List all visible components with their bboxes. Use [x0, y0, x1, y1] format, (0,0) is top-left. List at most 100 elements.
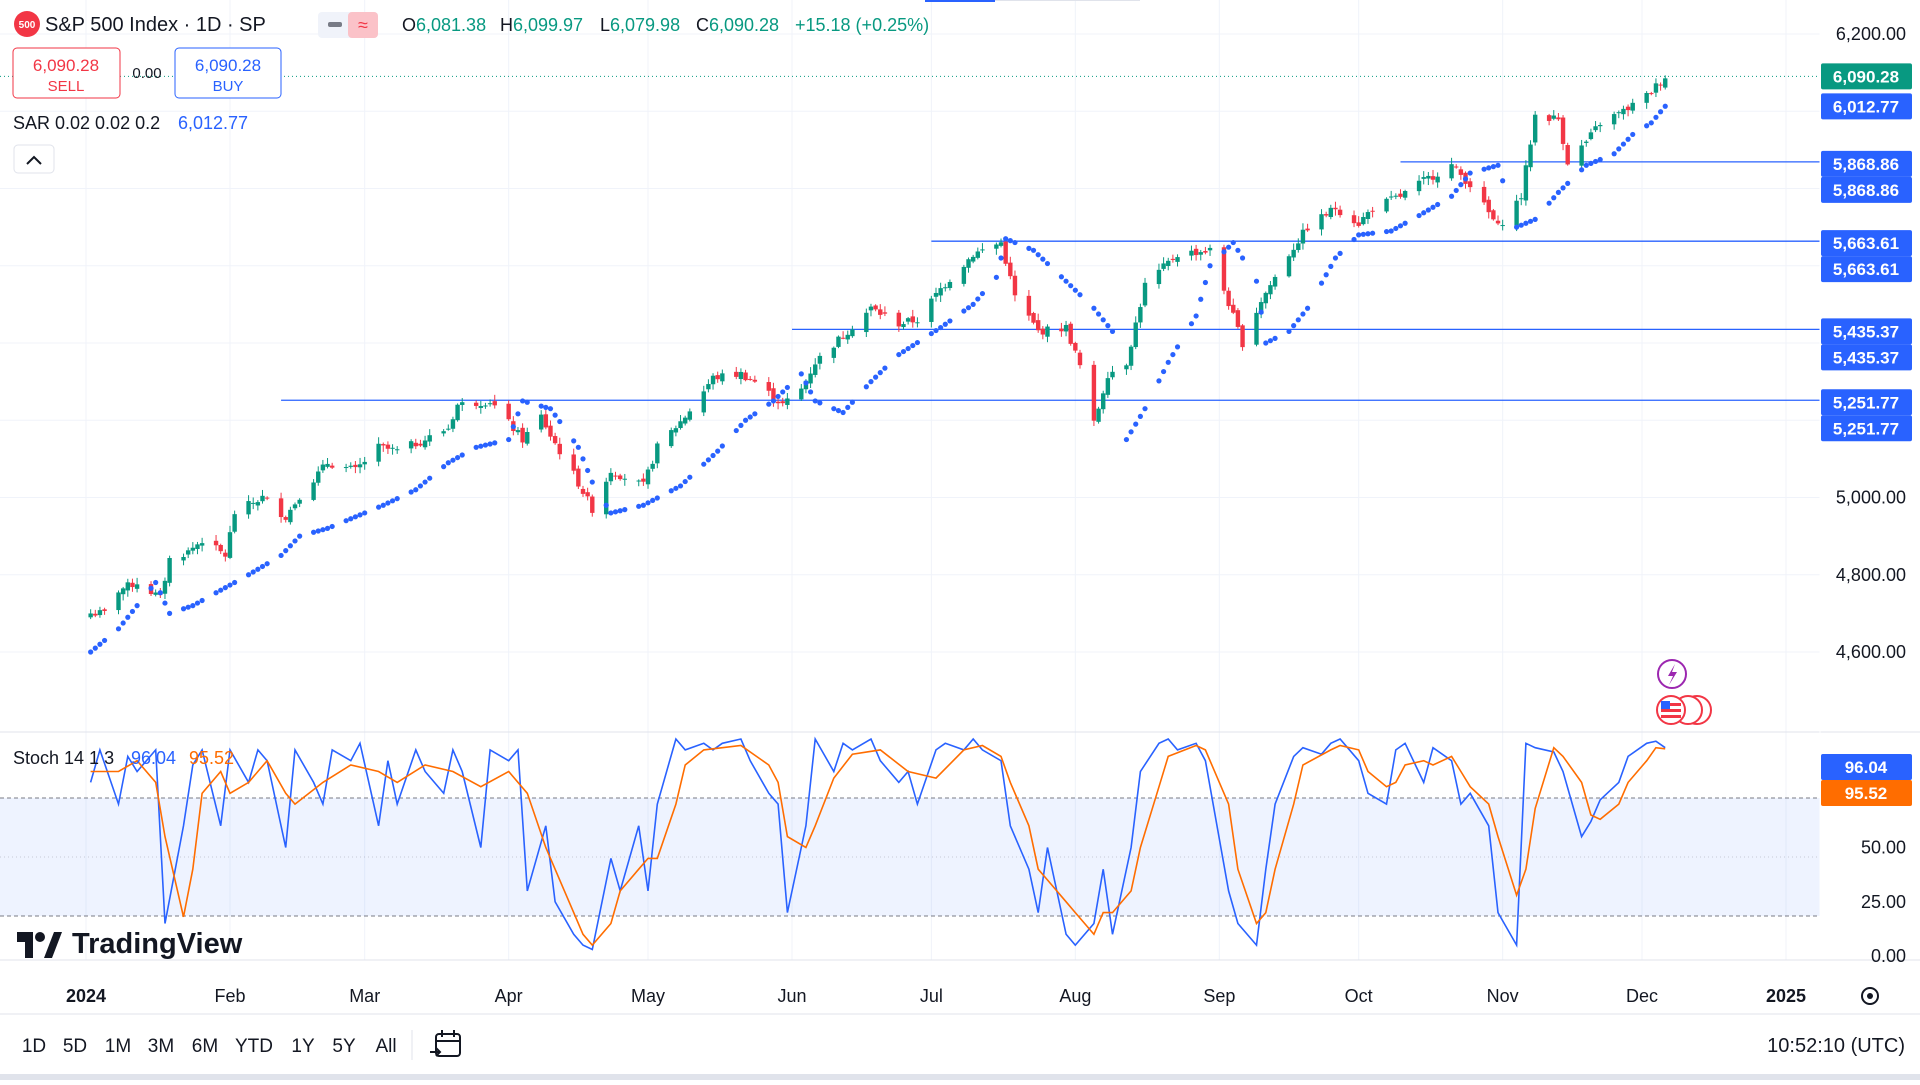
candle — [1621, 105, 1626, 120]
candle — [1500, 219, 1505, 231]
tradingview-logo[interactable]: TradingView — [17, 928, 243, 960]
candle — [316, 466, 321, 486]
timeframe-button[interactable]: 5D — [63, 1036, 87, 1057]
sar-dot — [385, 500, 391, 506]
sar-dot — [199, 597, 205, 604]
level-lines[interactable] — [281, 161, 1820, 401]
sar-dot — [259, 563, 266, 570]
svg-text:O6,081.38: O6,081.38 — [402, 15, 486, 35]
price-axis[interactable]: 6,200.00 5,000.00 4,800.00 4,600.00 — [1836, 24, 1906, 662]
sar-dot — [1165, 359, 1171, 365]
sar-dot — [1365, 231, 1371, 237]
sar-dot — [1616, 146, 1622, 152]
level-price-tag: 5,435.37 — [1821, 344, 1912, 371]
candle — [1073, 341, 1078, 353]
timeframe-button[interactable]: 5Y — [332, 1036, 356, 1057]
sar-dot — [1072, 287, 1078, 293]
sar-dot — [232, 579, 238, 586]
candle — [422, 435, 428, 450]
sar-dot — [1142, 406, 1148, 412]
date-range-button[interactable] — [430, 1030, 461, 1057]
timeframe-button[interactable]: 3M — [148, 1036, 174, 1057]
sar-dot — [153, 579, 159, 586]
candle — [706, 379, 711, 393]
timeframe-bar[interactable]: 1D 5D 1M 3M 6M YTD 1Y 5Y All — [22, 1036, 397, 1057]
sar-dot — [910, 342, 916, 349]
sar-dot — [1495, 162, 1501, 168]
sar-dot — [1430, 204, 1436, 210]
candle — [1495, 215, 1501, 226]
sar-dot — [1458, 182, 1464, 188]
candles[interactable] — [88, 75, 1668, 620]
top-scrollbar[interactable] — [925, 0, 995, 2]
timeframe-button[interactable]: 6M — [192, 1036, 218, 1057]
symbol-header[interactable]: 500 S&P 500 Index · 1D · SP — [14, 11, 266, 37]
sar-dot — [905, 345, 911, 352]
candle — [460, 398, 465, 411]
sar-dot — [148, 585, 154, 591]
sar-dot — [157, 590, 163, 596]
price-tick-label: 4,800.00 — [1836, 565, 1906, 585]
sar-dot — [668, 488, 674, 494]
candle — [915, 317, 920, 328]
time-tick-label: May — [631, 986, 665, 1006]
candle — [376, 437, 381, 467]
clock-readout[interactable]: 10:52:10 (UTC) — [1767, 1035, 1905, 1057]
sar-dot — [482, 442, 489, 448]
event-icons[interactable] — [1656, 659, 1712, 725]
buy-button[interactable]: 6,090.28 BUY — [174, 47, 282, 99]
sar-dot — [1263, 340, 1269, 346]
timeframe-button[interactable]: 1Y — [291, 1036, 315, 1057]
candle — [1040, 326, 1046, 340]
candle — [966, 257, 971, 273]
candle — [325, 458, 330, 469]
level-price-tag: 5,868.86 — [1821, 176, 1912, 203]
sar-dot — [1644, 123, 1650, 129]
sell-button[interactable]: 6,090.28 SELL — [12, 47, 121, 99]
axis-settings-button[interactable] — [1861, 987, 1879, 1005]
candle — [1491, 208, 1496, 221]
candle — [1454, 164, 1459, 169]
sar-dot — [603, 502, 609, 508]
sar-dot — [1235, 247, 1241, 253]
candle — [1333, 201, 1338, 216]
timeframe-button[interactable]: YTD — [235, 1036, 273, 1057]
sar-dot — [882, 365, 888, 371]
time-axis[interactable]: 2024 Feb Mar Apr May Jun Jul Aug Sep Oct Nov Dec 202… — [66, 986, 1806, 1006]
sar-legend[interactable]: SAR 0.02 0.02 0.2 6,012.77 — [13, 113, 248, 133]
sar-dot — [1007, 238, 1013, 244]
candle — [845, 330, 850, 344]
candle — [933, 287, 939, 302]
visibility-toggle[interactable]: ≈ — [318, 12, 378, 38]
candle — [190, 542, 196, 555]
timeframe-button[interactable]: 1M — [105, 1036, 131, 1057]
candle — [1323, 211, 1329, 218]
timeframe-button[interactable]: All — [375, 1036, 396, 1057]
sar-dot — [454, 454, 461, 461]
stoch-legend[interactable]: Stoch 14 1 3 96.04 95.52 — [13, 748, 234, 768]
sar-dot — [673, 485, 679, 491]
sar-dot — [1095, 311, 1102, 317]
sar-dot — [803, 380, 809, 386]
sar-dot — [557, 418, 563, 425]
sar-dot — [125, 614, 131, 620]
candle — [850, 325, 855, 338]
calendar-icon — [435, 1033, 461, 1057]
candle — [1263, 291, 1268, 309]
timeframe-button[interactable]: 1D — [22, 1036, 46, 1057]
sar-dot — [88, 649, 94, 655]
candle — [515, 427, 521, 436]
candle — [910, 309, 915, 328]
sar-dot — [1188, 321, 1195, 327]
sar-dot — [101, 637, 108, 644]
sar-dot — [1160, 368, 1167, 375]
sar-dot — [585, 467, 591, 474]
sar-dot — [1077, 292, 1083, 298]
collapse-legend-button[interactable] — [13, 144, 55, 174]
sar-dot — [213, 590, 219, 596]
candle — [88, 609, 93, 620]
sar-dot — [1030, 247, 1037, 253]
candle — [645, 466, 651, 489]
